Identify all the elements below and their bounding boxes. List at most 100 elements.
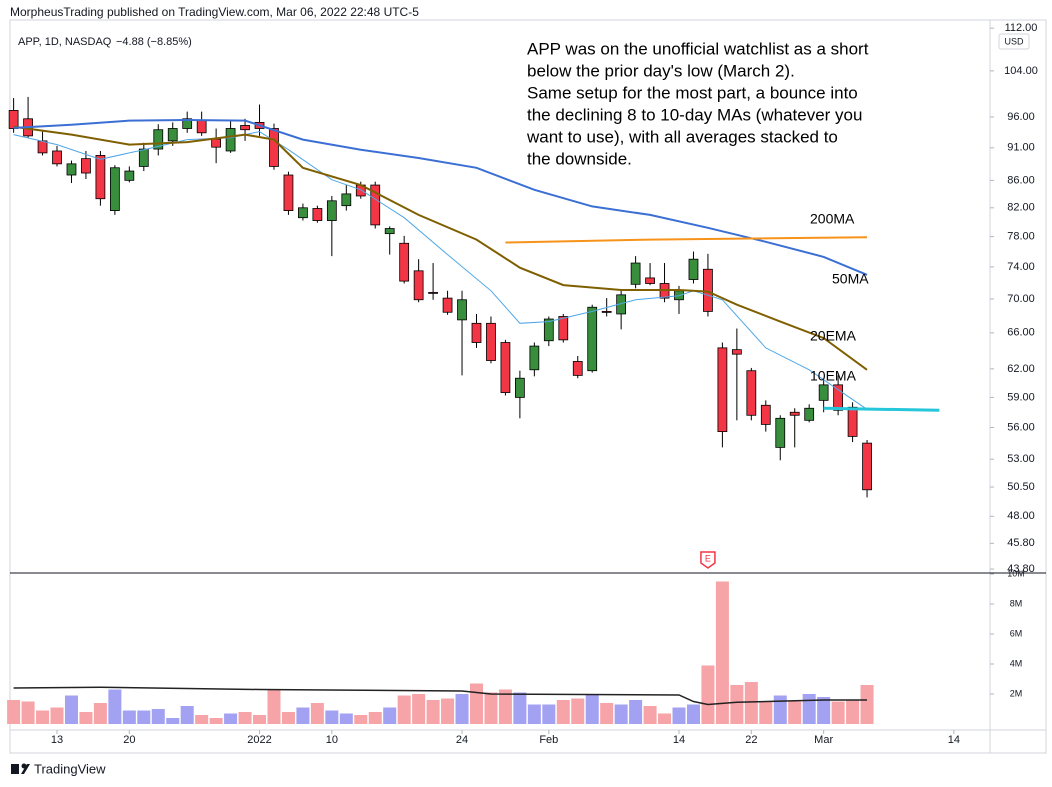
volume-bar (571, 698, 585, 724)
volume-bar (773, 695, 787, 724)
volume-bar (108, 689, 122, 724)
candle-body (413, 270, 424, 301)
y-tick-label: 48.00 (1007, 510, 1035, 522)
y-tick-label: 2M (1010, 688, 1023, 698)
logo-mark (11, 764, 19, 774)
y-tick-label: 6M (1010, 628, 1023, 638)
annotation: want to use), with all averages stacked … (526, 127, 838, 146)
candle-body (601, 311, 612, 313)
volume-bar (137, 710, 151, 724)
volume-bar (310, 703, 324, 724)
volume-bar (166, 718, 180, 724)
candle-body (630, 262, 641, 285)
candle-body (240, 125, 250, 131)
candle-body (471, 322, 482, 343)
candle-body (587, 306, 598, 372)
volume-bar (730, 685, 744, 724)
annotation: Same setup for the most part, a bounce i… (527, 83, 858, 102)
y-tick-label: 53.00 (1007, 453, 1035, 465)
volume-bar (498, 689, 512, 724)
y-tick-label: 82.00 (1007, 202, 1035, 214)
candle-body (746, 370, 757, 416)
volume-bar (7, 700, 21, 724)
x-tick-label: 24 (456, 734, 468, 746)
ma-line (13, 131, 868, 410)
volume-bar (715, 581, 729, 724)
earnings-label: E (705, 553, 711, 563)
y-tick-label: 45.80 (1007, 537, 1035, 549)
y-tick-label: 78.00 (1007, 231, 1035, 243)
candle-body (717, 347, 728, 433)
y-tick-label: 4M (1010, 658, 1023, 668)
y-tick-label: 112.00 (1005, 22, 1038, 34)
candle-body (298, 207, 308, 219)
frame (9, 19, 1047, 754)
candle-body (167, 128, 178, 142)
brand: TradingView (34, 761, 106, 776)
candle-body (341, 193, 352, 207)
x-tick-label: 13 (51, 734, 63, 746)
y-tick-label: 66.00 (1007, 327, 1035, 339)
ma-line (505, 236, 868, 244)
currency: USD (1004, 36, 1024, 46)
volume-bar (21, 701, 35, 724)
annotation: APP was on the unofficial watchlist as a… (527, 39, 869, 58)
volume-bar (36, 710, 50, 724)
volume-bar (441, 698, 455, 724)
candle-body (52, 150, 62, 165)
volume-bar (527, 704, 541, 724)
volume-bar (759, 701, 773, 724)
candle-body (196, 120, 207, 134)
volume-bar (426, 700, 440, 724)
candle-body (37, 140, 48, 154)
publisher: MorpheusTrading published on TradingView… (10, 5, 419, 19)
candle-body (645, 277, 655, 284)
candle-body (399, 242, 410, 282)
volume-bar (701, 665, 715, 724)
candle-body (428, 291, 438, 294)
volume-bar (817, 697, 831, 724)
y-tick-label: 43.80 (1007, 563, 1035, 575)
ma-line (823, 406, 940, 412)
line-label: 200MA (810, 211, 855, 227)
candle-body (81, 158, 91, 174)
logo-mark (21, 764, 30, 774)
volume-ma (13, 686, 867, 706)
volume-bar (600, 703, 614, 724)
candle-body (572, 361, 583, 376)
y-tick-label: 62.00 (1007, 363, 1035, 375)
candle-body (283, 174, 294, 212)
volume-bar (831, 701, 845, 724)
volume-bar (281, 712, 295, 724)
volume-bar (354, 715, 368, 724)
candle-body (688, 258, 699, 280)
candle-body (515, 377, 525, 398)
volume-bar (846, 700, 860, 724)
candle-body (457, 299, 467, 321)
volume-bar (513, 692, 527, 724)
volume-bar (79, 712, 93, 724)
y-tick-label: 96.00 (1007, 111, 1035, 123)
candle-body (731, 349, 742, 355)
footer-logo (11, 763, 30, 774)
candle-body (95, 155, 106, 200)
candle-body (847, 406, 858, 437)
candle-body (109, 167, 120, 212)
volume-bar (296, 707, 310, 724)
candle-body (66, 163, 77, 176)
candle-body (182, 118, 193, 129)
volume-bar (93, 703, 107, 724)
annotation: the downside. (527, 149, 632, 168)
candle-body (153, 129, 164, 150)
volume-bar (339, 713, 353, 724)
volume-bar (253, 715, 267, 724)
annotation: below the prior day's low (March 2). (527, 61, 795, 80)
candle-body (442, 297, 453, 313)
candle-body (500, 342, 511, 393)
candle-body (211, 138, 222, 148)
volume-bar (383, 707, 397, 724)
annotation: the declining 8 to 10-day MAs (whatever … (527, 105, 862, 124)
x-tick-label: 22 (745, 734, 757, 746)
candle-body (775, 417, 786, 448)
